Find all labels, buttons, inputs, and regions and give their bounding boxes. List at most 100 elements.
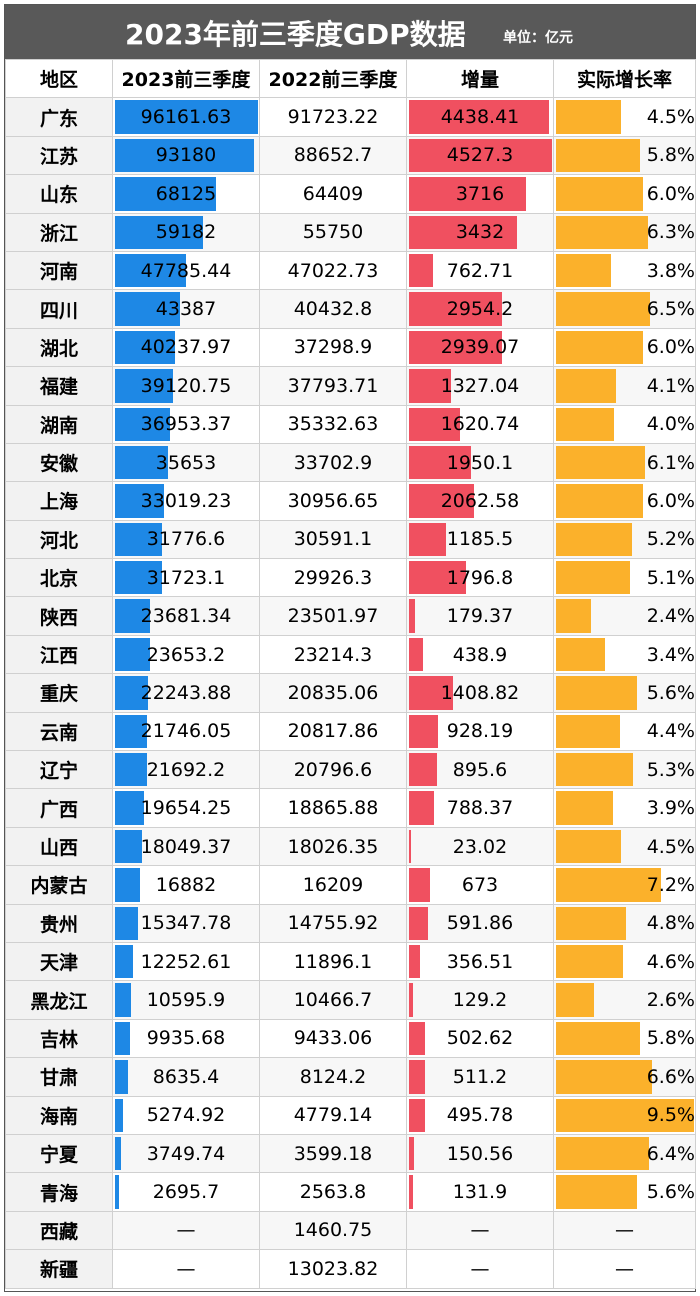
increase-value: 511.2 [452,1065,508,1088]
growth-rate-bar [556,599,591,633]
growth-rate-bar [556,829,622,864]
table-row: 江苏 93180 88652.7 4527.3 5.8% [5,135,696,176]
column-header-gdp-2023: 2023前三季度 [112,58,260,99]
gdp-2023-bar [115,791,145,825]
column-header-gdp-2022: 2022前三季度 [259,58,407,99]
gdp-2023-cell: 19654.25 [112,788,260,828]
gdp-2022-value: 55750 [302,221,364,244]
growth-rate-value: 6.0% [646,336,695,359]
gdp-2022-cell: 55750 [259,212,407,252]
gdp-2022-value: 16209 [302,873,364,896]
unit-label: 单位：亿元 [503,30,573,46]
growth-rate-cell: 2.4% [553,596,696,636]
increase-bar [409,714,439,749]
gdp-2023-bar [115,1136,121,1171]
gdp-2023-cell: 3749.74 [112,1133,260,1174]
page-title: 2023年前三季度GDP数据 [125,18,466,51]
gdp-2023-cell: 35653 [112,442,260,483]
gdp-2022-cell: 91723.22 [259,97,407,137]
gdp-2022-cell: 9433.06 [259,1018,407,1059]
growth-rate-value: — [615,1257,634,1280]
increase-value: 2954.2 [446,298,514,321]
growth-rate-cell: 4.1% [553,366,696,406]
growth-rate-bar [556,1060,652,1094]
growth-rate-cell: 6.0% [553,327,696,368]
gdp-2023-bar [115,868,141,902]
growth-rate-cell: 2.6% [553,980,696,1020]
gdp-2022-cell: 29926.3 [259,558,407,598]
growth-rate-cell: 4.5% [553,97,696,137]
gdp-2022-value: 64409 [302,182,364,205]
increase-cell: 2939.07 [406,327,554,368]
table-row: 浙江 59182 55750 3432 6.3% [5,212,696,252]
increase-value: 356.51 [446,950,514,973]
growth-rate-value: 7.2% [646,873,695,896]
growth-rate-value: 4.8% [646,912,695,935]
growth-rate-cell: 3.4% [553,634,696,675]
growth-rate-cell: 5.1% [553,558,696,598]
growth-rate-bar [556,561,631,595]
growth-rate-value: 4.1% [646,374,695,397]
increase-bar [409,253,434,288]
increase-value: 895.6 [452,758,508,781]
increase-value: 131.9 [452,1181,508,1204]
gdp-2022-cell: 23214.3 [259,634,407,675]
growth-rate-bar [556,253,612,288]
gdp-2022-cell: 10466.7 [259,980,407,1020]
region-cell: 黑龙江 [5,980,113,1020]
table-header-row: 地区 2023前三季度 2022前三季度 增量 实际增长率 [5,58,696,99]
region-cell: 广西 [5,788,113,828]
gdp-2022-cell: 14755.92 [259,903,407,943]
table-row: 西藏 — 1460.75 — — [5,1210,696,1251]
growth-rate-cell: 5.6% [553,673,696,713]
region-cell: 辽宁 [5,750,113,790]
region-cell: 安徽 [5,442,113,483]
column-header-region: 地区 [5,58,113,99]
increase-value: 928.19 [446,720,514,743]
increase-cell: 1950.1 [406,442,554,483]
growth-rate-value: 5.3% [646,758,695,781]
increase-bar [409,676,454,710]
gdp-2023-bar [115,906,138,940]
growth-rate-bar [556,944,623,979]
growth-rate-value: 4.4% [646,720,695,743]
growth-rate-cell: 4.0% [553,404,696,444]
growth-rate-cell: 5.2% [553,519,696,560]
gdp-2022-cell: 88652.7 [259,135,407,176]
increase-bar [409,407,461,441]
gdp-2022-value: 10466.7 [293,989,373,1012]
growth-rate-cell: 3.9% [553,788,696,828]
increase-bar [409,369,451,403]
gdp-2023-value: 16882 [155,873,217,896]
growth-rate-value: 3.9% [646,797,695,820]
gdp-2023-value: 23681.34 [140,605,232,628]
gdp-2023-cell: 23681.34 [112,596,260,636]
region-cell: 西藏 [5,1210,113,1251]
increase-cell: 2062.58 [406,481,554,521]
gdp-2022-value: 37298.9 [293,336,373,359]
increase-cell: 511.2 [406,1057,554,1097]
growth-rate-value: 9.5% [646,1104,695,1127]
increase-bar [409,1098,425,1132]
region-cell: 湖南 [5,404,113,444]
gdp-2023-value: 31776.6 [146,528,226,551]
increase-bar [409,1175,414,1209]
region-cell: 吉林 [5,1018,113,1059]
growth-rate-cell: 7.2% [553,865,696,905]
table-row: 广西 19654.25 18865.88 788.37 3.9% [5,788,696,828]
increase-cell: 495.78 [406,1095,554,1135]
region-cell: 青海 [5,1172,113,1212]
increase-cell: 1620.74 [406,404,554,444]
growth-rate-value: — [615,1219,634,1242]
region-cell: 贵州 [5,903,113,943]
gdp-2023-value: 8635.4 [152,1065,220,1088]
growth-rate-value: 4.0% [646,413,695,436]
increase-value: 591.86 [446,912,514,935]
increase-bar [409,100,550,134]
increase-value: 4438.41 [440,106,520,129]
gdp-2023-cell: 43387 [112,289,260,329]
table-row: 广东 96161.63 91723.22 4438.41 4.5% [5,97,696,137]
growth-rate-value: 4.5% [646,106,695,129]
increase-value: 2939.07 [440,336,520,359]
growth-rate-cell: 5.8% [553,135,696,176]
